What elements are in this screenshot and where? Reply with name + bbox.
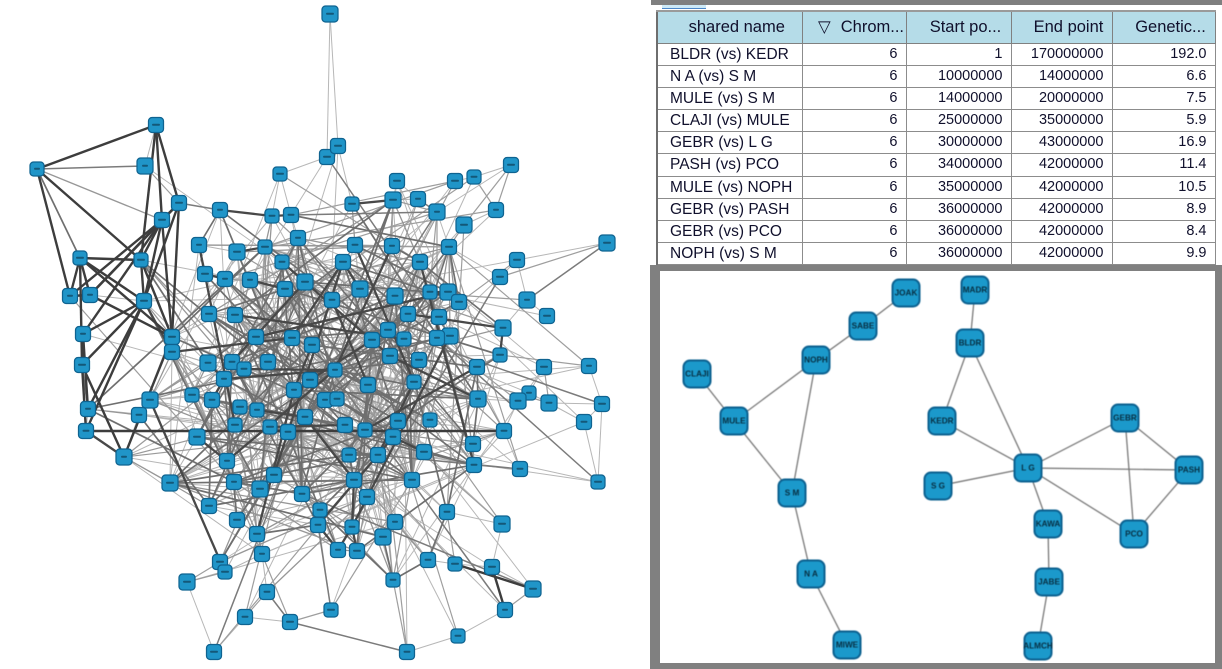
svg-text:MULE: MULE [722, 417, 746, 426]
svg-text:N A: N A [804, 570, 818, 579]
svg-text:BLDR: BLDR [959, 339, 982, 348]
svg-text:L G: L G [1021, 464, 1035, 473]
svg-text:S M: S M [785, 489, 800, 498]
svg-text:KAWA: KAWA [1036, 520, 1061, 529]
svg-text:JABE: JABE [1038, 578, 1060, 587]
svg-text:MIWE: MIWE [836, 641, 859, 650]
svg-text:NOPH: NOPH [804, 356, 828, 365]
svg-text:ALMCH: ALMCH [1023, 642, 1053, 651]
svg-text:CLAJI: CLAJI [685, 370, 709, 379]
svg-text:MADR: MADR [963, 286, 988, 295]
svg-text:KEDR: KEDR [930, 417, 953, 426]
svg-text:PCO: PCO [1125, 530, 1143, 539]
svg-text:GEBR: GEBR [1113, 414, 1137, 423]
svg-text:S G: S G [931, 482, 945, 491]
svg-text:JOAK: JOAK [895, 289, 918, 298]
svg-text:SABE: SABE [852, 322, 875, 331]
svg-text:PASH: PASH [1178, 466, 1200, 475]
